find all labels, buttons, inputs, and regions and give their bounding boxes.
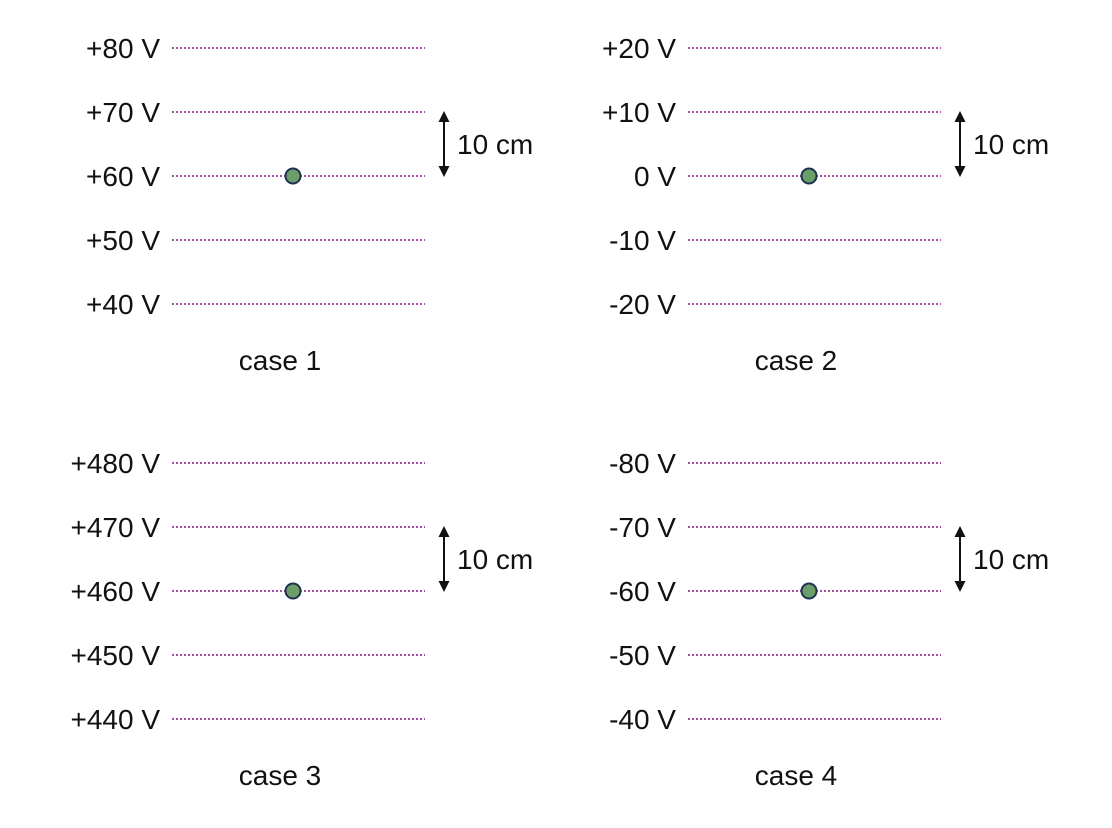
potential-label: +20 V [602,33,676,64]
separation-arrow [954,111,966,177]
potential-label: -50 V [609,640,676,671]
potential-label: -20 V [609,289,676,320]
case-label: case 3 [239,760,322,791]
charge-dot [800,582,818,600]
potential-label: +480 V [70,448,160,479]
separation-label: 10 cm [457,544,533,575]
potential-label: -40 V [609,704,676,735]
potential-label: +80 V [86,33,160,64]
potential-label: +10 V [602,97,676,128]
potential-label: +40 V [86,289,160,320]
potential-label: +60 V [86,161,160,192]
charge-dot [284,582,302,600]
potential-label: +460 V [70,576,160,607]
case-label: case 4 [755,760,838,791]
separation-label: 10 cm [457,129,533,160]
panel-case-2: +20 V +10 V 0 V -10 V -20 V 10 cm case 2 [602,33,1049,376]
separation-arrow [954,526,966,592]
separation-arrow [438,526,450,592]
potential-label: 0 V [634,161,676,192]
separation-label: 10 cm [973,129,1049,160]
potential-label: +70 V [86,97,160,128]
potential-label: +50 V [86,225,160,256]
case-label: case 1 [239,345,322,376]
potential-label: -60 V [609,576,676,607]
panel-case-3: +480 V +470 V +460 V +450 V +440 V 10 cm case … [70,448,533,791]
charge-dot [800,167,818,185]
potential-label: +470 V [70,512,160,543]
charge-dot [284,167,302,185]
potential-label: -80 V [609,448,676,479]
potential-label: +440 V [70,704,160,735]
potential-label: -10 V [609,225,676,256]
potential-label: +450 V [70,640,160,671]
separation-arrow [438,111,450,177]
panel-case-4: -80 V -70 V -60 V -50 V -40 V 10 cm case 4 [609,448,1049,791]
panel-case-1: +80 V +70 V +60 V +50 V +40 V 10 cm case 1 [86,33,533,376]
potential-label: -70 V [609,512,676,543]
separation-label: 10 cm [973,544,1049,575]
case-label: case 2 [755,345,838,376]
